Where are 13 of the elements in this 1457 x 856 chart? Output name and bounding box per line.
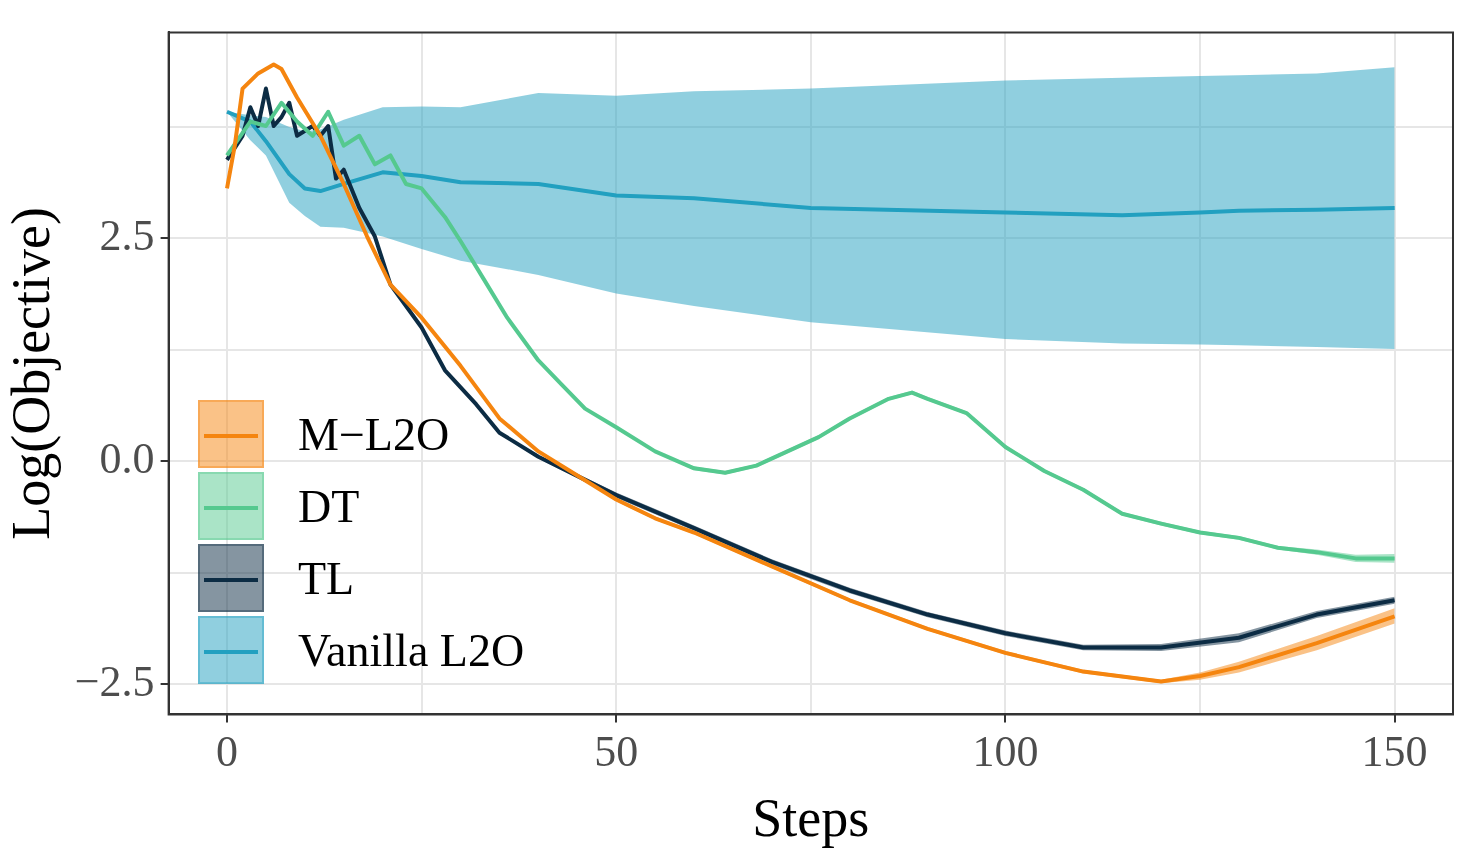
y-tick-label: 2.5	[99, 210, 155, 260]
legend-label: Vanilla L2O	[298, 623, 525, 677]
x-tick-label: 0	[216, 727, 238, 777]
x-tick-label: 100	[972, 727, 1039, 777]
x-axis-title: Steps	[752, 787, 870, 848]
legend-label: M−L2O	[298, 407, 450, 461]
y-axis-title: Log(Objective)	[0, 206, 61, 540]
y-tick-label: 0.0	[99, 433, 155, 483]
legend-label: TL	[298, 551, 355, 605]
legend-label: DT	[298, 479, 360, 533]
x-tick-label: 50	[594, 727, 639, 777]
x-tick-label: 150	[1361, 727, 1428, 777]
y-tick-label: −2.5	[74, 656, 155, 706]
